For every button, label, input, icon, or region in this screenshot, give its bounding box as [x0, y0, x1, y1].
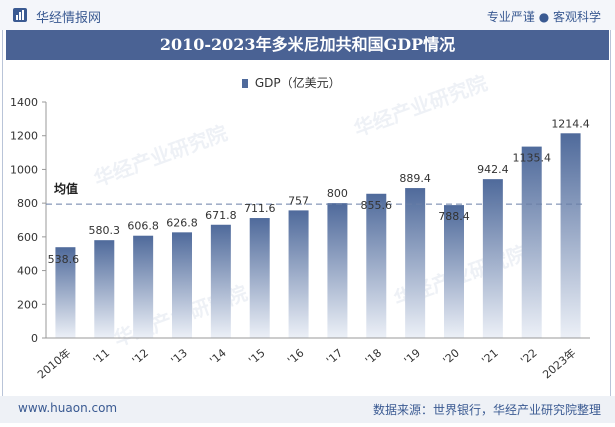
bar: [55, 247, 76, 338]
bar: [288, 210, 309, 338]
bar: [327, 203, 348, 338]
footer-source: 数据来源：世界银行，华经产业研究院整理: [372, 403, 601, 417]
bar: [133, 235, 154, 338]
data-label: 1214.4: [551, 117, 590, 130]
x-tick-label: '19: [402, 346, 423, 367]
y-tick-label: 1400: [10, 96, 38, 109]
y-tick-label: 200: [17, 298, 38, 311]
mean-line-group: 均值: [46, 181, 584, 205]
y-tick-label: 0: [31, 332, 38, 345]
x-tick-label: '11: [91, 346, 112, 367]
bar: [172, 232, 192, 338]
footer-bar: [0, 396, 615, 423]
y-tick-label: 1200: [10, 130, 38, 143]
data-label: 855.6: [361, 199, 393, 212]
x-tick-label: 2023年: [540, 346, 579, 382]
bar: [444, 205, 464, 338]
x-tick-label: '18: [363, 346, 384, 367]
y-tick-label: 400: [17, 265, 38, 278]
data-label: 626.8: [166, 216, 198, 229]
y-tick-label: 800: [17, 197, 38, 210]
data-label: 606.8: [127, 220, 159, 233]
data-label: 711.6: [244, 202, 276, 215]
y-axis: 0 200 400 600 800 1000 1200 1400: [10, 96, 47, 345]
bar: [560, 133, 581, 338]
x-tick-label: '17: [324, 346, 345, 367]
legend-swatch: [242, 79, 248, 88]
x-tick-label: '21: [479, 346, 500, 367]
data-label: 671.8: [205, 209, 237, 222]
bar: [482, 179, 503, 338]
x-tick-label: '13: [169, 346, 190, 367]
x-tick-label: '14: [207, 346, 228, 367]
data-label: 889.4: [399, 172, 431, 185]
brand-name: 华经情报网: [36, 11, 102, 26]
mean-line-label: 均值: [54, 181, 78, 196]
x-tick-label: '20: [441, 346, 462, 367]
data-label: 757: [288, 194, 309, 207]
data-label: 1135.4: [512, 152, 551, 165]
y-tick-label: 600: [17, 231, 38, 244]
x-axis: 2010年 '11 '12 '13 '14 '15 '16 '17 '18 '19 '20 '21 '2…: [34, 337, 590, 382]
bar: [249, 218, 270, 338]
x-tick-label: '16: [285, 346, 306, 367]
tagline: 专业严谨 ● 客观科学: [486, 10, 601, 24]
data-label: 800: [327, 187, 348, 200]
footer-website: www.huaon.com: [18, 401, 118, 415]
bar: [366, 193, 387, 338]
bar: [210, 224, 231, 338]
bar: [94, 240, 115, 338]
x-tick-label: '22: [518, 346, 539, 367]
y-tick-label: 1000: [10, 163, 38, 176]
data-label: 538.6: [48, 253, 80, 266]
bar: [405, 188, 426, 338]
chart-title: 2010-2023年多米尼加共和国GDP情况: [6, 30, 609, 60]
value-labels: 538.6 580.3 606.8 626.8 671.8 711.6 757 800 855.…: [48, 117, 590, 266]
bar-chart: 0 200 400 600 800 1000 1200 1400 均值 538.6 580.3 6…: [10, 96, 590, 382]
bar: [521, 146, 542, 338]
legend-label: GDP（亿美元）: [254, 76, 341, 90]
data-label: 788.4: [438, 210, 470, 223]
brand-logo-icon: [13, 8, 27, 22]
legend: GDP（亿美元）: [242, 74, 341, 91]
x-tick-label: '15: [246, 346, 267, 367]
bars: [55, 133, 581, 338]
top-bar: 华经情报网 专业严谨 ● 客观科学: [0, 0, 615, 30]
x-tick-label: '12: [130, 346, 151, 367]
data-label: 580.3: [89, 224, 121, 237]
data-label: 942.4: [477, 163, 509, 176]
x-tick-label: 2010年: [34, 346, 73, 382]
